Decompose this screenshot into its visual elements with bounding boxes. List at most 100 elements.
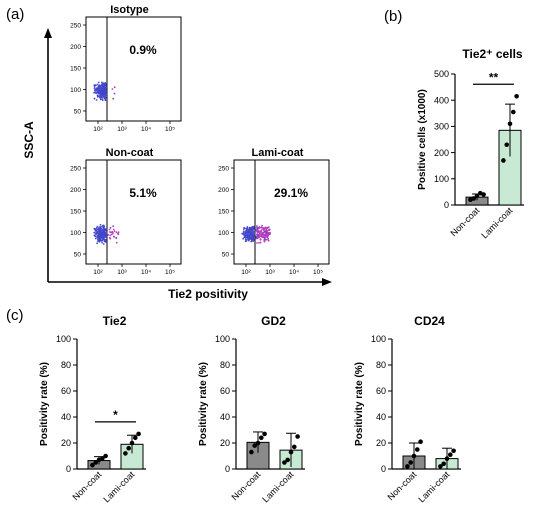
flow-y-tick-label: 250 (70, 166, 81, 173)
flow-dot (98, 85, 101, 88)
data-point (471, 196, 477, 201)
flow-dot-positive (259, 233, 261, 236)
flow-dot (101, 83, 104, 85)
data-point (259, 435, 264, 441)
flow-dots (241, 224, 271, 244)
flow-x-tick-label: 10² (93, 126, 103, 133)
flow-y-tick-label: 250 (70, 23, 81, 30)
flow-y-tick-label: 200 (70, 44, 81, 51)
flow-dot-positive (261, 231, 264, 234)
flow-dot (250, 233, 252, 236)
flow-dot (95, 230, 98, 233)
flow-dot (246, 226, 249, 228)
flow-dot (102, 231, 105, 234)
flow-dot (252, 238, 255, 241)
flow-y-tick-label: 50 (74, 252, 82, 259)
flow-dot-positive (266, 227, 268, 229)
flow-dot (243, 227, 246, 230)
bar-chart-2: 0 20 40 60 80 100 Positivity rate (%) GD2 Non-co… (198, 314, 305, 504)
flow-x-tick-label: 10³ (265, 269, 275, 276)
flow-dot-positive (267, 238, 270, 240)
data-point (292, 444, 297, 450)
flow-dot (105, 92, 108, 94)
bar-y-tick-label: 300 (434, 122, 449, 132)
flow-dot-positive (113, 92, 116, 95)
bar-y-tick-label: 40 (220, 412, 230, 422)
flow-dot-positive (115, 241, 118, 244)
flow-plot-title: Isotype (110, 4, 149, 16)
flow-dot-positive (113, 230, 116, 233)
flow-dot (103, 83, 105, 86)
flow-dot (251, 235, 254, 238)
flow-dot-positive (256, 228, 259, 231)
flow-y-arrow (44, 28, 52, 38)
flow-axes: SSC-A Tie2 positivity (22, 28, 332, 301)
flow-dot (96, 242, 98, 245)
bar-y-tick-label: 400 (434, 95, 449, 105)
data-point (418, 439, 423, 445)
flow-dot-positive (263, 230, 266, 233)
flow-dot-positive (262, 227, 265, 230)
bar-y-tick-label: 0 (66, 464, 71, 474)
flow-dot (98, 227, 100, 229)
flow-dot-positive (111, 88, 114, 90)
flow-x-tick-label: 10⁴ (289, 269, 299, 276)
flow-dot-positive (113, 86, 116, 88)
flow-plot-percent: 0.9% (129, 43, 157, 57)
flow-dot (93, 85, 96, 88)
flow-y-tick-label: 150 (70, 66, 81, 73)
bar-category-label: Non-coat (71, 469, 104, 502)
flow-dot-positive (257, 234, 259, 236)
flow-dot-positive (269, 231, 271, 234)
flow-dot (244, 238, 247, 241)
flow-dot-positive (260, 226, 263, 229)
flow-dot-positive (257, 236, 260, 239)
flow-dot (101, 230, 104, 233)
bar-chart-title: Tie2⁺ cells (462, 47, 522, 61)
flow-y-tick-label: 150 (218, 209, 229, 216)
data-point (507, 121, 513, 127)
data-point (288, 449, 294, 455)
flow-dot (105, 232, 107, 234)
bar-chart-3: 0 20 40 60 80 100 Positivity rate (%) CD24 Non-c… (354, 314, 461, 504)
flow-dot-positive (109, 237, 112, 240)
bar-chart-0: 0 100 200 300 400 500 Positive cells (x1000) Ti… (417, 47, 524, 240)
flow-dot (100, 239, 102, 242)
significance-marker: ** (489, 70, 499, 84)
flow-dot (93, 231, 96, 234)
flow-dot (99, 98, 102, 101)
flow-dot (246, 236, 248, 239)
bar-y-label: Positive cells (x1000) (417, 89, 428, 190)
flow-dot (251, 234, 254, 237)
significance-marker: * (113, 408, 118, 422)
bar-y-tick-label: 40 (61, 412, 71, 422)
flow-dot (253, 225, 255, 228)
flow-dot-positive (264, 238, 267, 241)
flow-x-axis-label: Tie2 positivity (168, 287, 248, 301)
data-point (282, 460, 287, 465)
bar-y-tick-label: 40 (376, 412, 386, 422)
data-point (103, 453, 108, 459)
bar-y-label: Positivity rate (%) (39, 362, 50, 446)
data-point (438, 464, 443, 469)
flow-dot (103, 228, 106, 230)
bar-y-tick-label: 60 (220, 386, 230, 396)
flow-dot-positive (262, 229, 265, 232)
flow-dot (250, 240, 253, 243)
data-point (123, 451, 128, 456)
flow-dot (101, 91, 104, 93)
flow-dot-positive (259, 230, 261, 233)
flow-dot-positive (266, 236, 269, 239)
flow-dot (101, 84, 104, 87)
flow-dot (99, 234, 102, 237)
flow-dot-positive (256, 232, 259, 234)
flow-dot (245, 228, 248, 230)
flow-x-tick-label: 10⁵ (165, 269, 175, 276)
data-point (448, 452, 453, 458)
flow-dot-positive (256, 225, 258, 227)
flow-dot (244, 233, 247, 236)
flow-dot (97, 239, 100, 242)
bar-category-label: Lami-coat (101, 469, 136, 504)
flow-dot (97, 81, 100, 84)
data-point (133, 435, 138, 441)
